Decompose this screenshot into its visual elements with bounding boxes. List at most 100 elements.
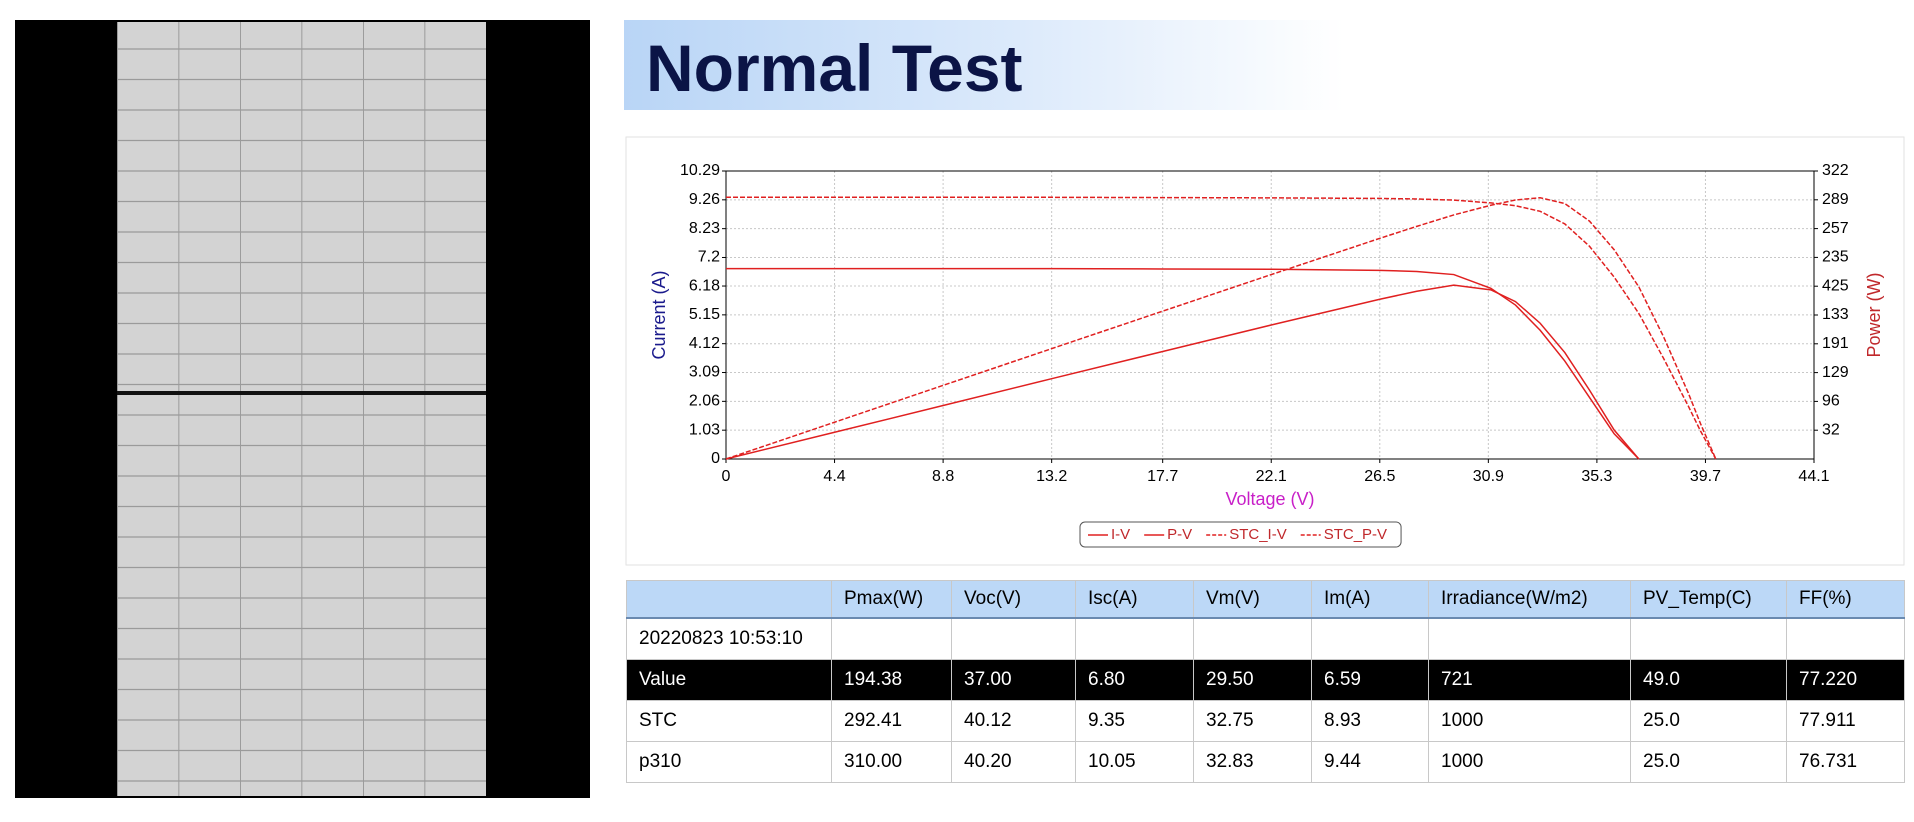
y-tick-label: 5.15: [689, 306, 720, 323]
legend-label: P-V: [1167, 526, 1192, 543]
x-tick-label: 35.3: [1581, 468, 1612, 485]
series-line: [726, 267, 1640, 460]
y-tick-label: 2.06: [689, 393, 720, 410]
x-tick-label: 0: [722, 468, 731, 485]
table-cell: 8.93: [1311, 700, 1429, 742]
header-cell: PV_Temp(C): [1630, 580, 1787, 619]
table-cell: 40.12: [951, 700, 1076, 742]
table-cell: 29.50: [1193, 659, 1312, 701]
table-cell: 6.80: [1075, 659, 1194, 701]
y2-tick-label: 425: [1822, 277, 1849, 294]
row-label: 20220823 10:53:10: [626, 617, 832, 660]
table-cell: [831, 617, 952, 660]
legend-label: STC_I-V: [1229, 526, 1287, 543]
y-tick-label: 9.26: [689, 191, 720, 208]
y-tick-label: 4.12: [689, 335, 720, 352]
series-line: [725, 284, 1640, 460]
table-row: p310 310.00 40.20 10.05 32.83 9.44 1000 25.0 76.…: [626, 741, 1905, 783]
x-tick-label: 4.4: [823, 468, 845, 485]
table-cell: 292.41: [831, 700, 952, 742]
table-cell: 25.0: [1630, 741, 1787, 783]
y2-tick-label: 257: [1822, 220, 1849, 237]
table-cell: 1000: [1428, 741, 1631, 783]
series-line: [726, 196, 1717, 460]
table-row: 20220823 10:53:10: [626, 617, 1905, 660]
x-tick-label: 8.8: [932, 468, 954, 485]
table-cell: 32.83: [1193, 741, 1312, 783]
title: Normal Test: [646, 31, 1023, 105]
table-cell: [1428, 617, 1631, 660]
table-cell: 9.35: [1075, 700, 1194, 742]
header-cell: [626, 580, 832, 619]
legend: I-V P-V STC_I-V STC_P-V: [1079, 521, 1402, 548]
table-cell: 9.44: [1311, 741, 1429, 783]
series-line: [725, 196, 1717, 460]
table-cell: [1630, 617, 1787, 660]
y2-tick-label: 289: [1822, 191, 1849, 208]
table-cell: [951, 617, 1076, 660]
y2-tick-label: 129: [1822, 364, 1849, 381]
row-label: p310: [626, 741, 832, 783]
row-label: STC: [626, 700, 832, 742]
y-tick-label: 10.29: [680, 162, 720, 179]
x-tick-label: 13.2: [1036, 468, 1067, 485]
y2-axis-label: Power (W): [1864, 273, 1884, 358]
table-cell: 1000: [1428, 700, 1631, 742]
table-cell: 310.00: [831, 741, 952, 783]
header-cell: FF(%): [1786, 580, 1905, 619]
panel-image: [15, 20, 590, 798]
results-table: Pmax(W) Voc(V) Isc(A) Vm(V) Im(A) Irradiance(…: [626, 580, 1905, 783]
table-row: Value 194.38 37.00 6.80 29.50 6.59 721 49.0 77.2…: [626, 659, 1905, 701]
solar-cells: [117, 22, 486, 796]
table-cell: [1311, 617, 1429, 660]
x-axis-label: Voltage (V): [1225, 489, 1314, 509]
x-tick-label: 26.5: [1364, 468, 1395, 485]
y-tick-label: 6.18: [689, 277, 720, 294]
header-cell: Im(A): [1311, 580, 1429, 619]
table-cell: [1075, 617, 1194, 660]
y-tick-label: 3.09: [689, 364, 720, 381]
legend-box: [1079, 521, 1402, 548]
y-tick-label: 1.03: [689, 421, 720, 438]
chart: Current (A) Power (W) Voltage (V) 0 1.03 2…: [625, 136, 1905, 566]
y2-tick-label: 235: [1822, 249, 1849, 266]
table-cell: 37.00: [951, 659, 1076, 701]
table-cell: 77.911: [1786, 700, 1905, 742]
title-band: Normal Test: [624, 20, 1344, 110]
table-row: STC 292.41 40.12 9.35 32.75 8.93 1000 25.0 77.91…: [626, 700, 1905, 742]
y2-tick-label: 96: [1822, 393, 1840, 410]
table-cell: 194.38: [831, 659, 952, 701]
y2-tick-label: 191: [1822, 335, 1849, 352]
y2-tick-label: 32: [1822, 421, 1840, 438]
y-axis-label: Current (A): [649, 270, 669, 359]
plot-frame: [725, 170, 1815, 460]
table-cell: 76.731: [1786, 741, 1905, 783]
header-cell: Isc(A): [1075, 580, 1194, 619]
table-cell: 40.20: [951, 741, 1076, 783]
table-cell: 49.0: [1630, 659, 1787, 701]
y-tick-label: 8.23: [689, 220, 720, 237]
legend-label: I-V: [1111, 526, 1130, 543]
x-tick-label: 30.9: [1473, 468, 1504, 485]
y2-tick-label: 322: [1822, 162, 1849, 179]
table-cell: 10.05: [1075, 741, 1194, 783]
table-cell: 6.59: [1311, 659, 1429, 701]
chart-frame: [625, 136, 1905, 566]
header-row: Pmax(W) Voc(V) Isc(A) Vm(V) Im(A) Irradiance(…: [626, 580, 1905, 619]
row-label: Value: [626, 659, 832, 701]
header-cell: Voc(V): [951, 580, 1076, 619]
table-cell: [1193, 617, 1312, 660]
table-cell: [1786, 617, 1905, 660]
y-tick-label: 7.2: [698, 249, 720, 266]
legend-label: STC_P-V: [1324, 526, 1387, 543]
header-cell: Vm(V): [1193, 580, 1312, 619]
x-tick-label: 22.1: [1256, 468, 1287, 485]
table-cell: 721: [1428, 659, 1631, 701]
panel-split: [117, 391, 486, 395]
table-cell: 25.0: [1630, 700, 1787, 742]
header-cell: Irradiance(W/m2): [1428, 580, 1631, 619]
x-tick-label: 39.7: [1690, 468, 1721, 485]
table-cell: 77.220: [1786, 659, 1905, 701]
header-cell: Pmax(W): [831, 580, 952, 619]
